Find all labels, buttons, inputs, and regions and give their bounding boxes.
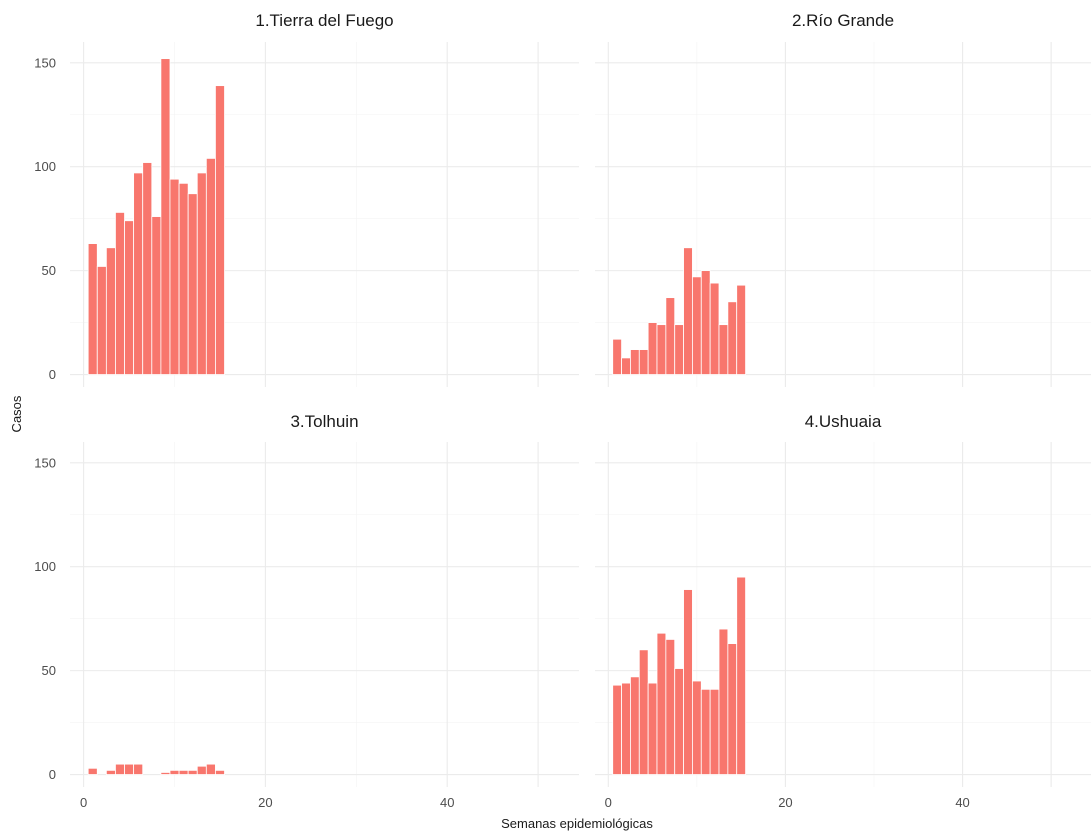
x-tick-label: 20 [258, 795, 272, 810]
bar [692, 680, 702, 775]
y-tick-label: 100 [34, 159, 56, 174]
bar [700, 688, 711, 775]
bar [178, 182, 189, 375]
bar [87, 767, 98, 775]
panel-1: 1.Tierra del Fuego 0 50 100 150 [34, 11, 579, 387]
bar [727, 301, 738, 375]
bar [215, 769, 225, 775]
bar [178, 769, 189, 775]
bar [151, 216, 162, 375]
bar [612, 338, 622, 375]
panel-4: 4.Ushuaia 0 20 40 [595, 412, 1091, 810]
facet-title: 3.Tolhuin [290, 412, 358, 431]
bar [205, 763, 216, 775]
bar [709, 282, 720, 375]
bar [736, 576, 746, 775]
bar [638, 349, 649, 375]
bar [160, 58, 171, 375]
bar [187, 769, 198, 775]
bar [665, 297, 676, 375]
bar [105, 247, 116, 375]
x-tick-label: 40 [440, 795, 454, 810]
bar [718, 324, 729, 375]
bar [630, 676, 640, 775]
bar [656, 632, 667, 775]
x-tick-label: 0 [80, 795, 87, 810]
bar [683, 247, 693, 375]
bar [133, 172, 144, 375]
bar [187, 193, 198, 375]
bar [638, 649, 649, 775]
bar [630, 349, 640, 375]
bar [142, 162, 153, 375]
bar [96, 266, 107, 375]
y-tick-label: 50 [42, 663, 56, 678]
bar [647, 682, 658, 775]
panel-3: 3.Tolhuin 0 50 100 150 0 20 40 [34, 412, 579, 810]
bar [683, 589, 693, 775]
y-tick-label: 150 [34, 55, 56, 70]
y-tick-label: 0 [49, 367, 56, 382]
y-tick-label: 0 [49, 767, 56, 782]
facet-title: 1.Tierra del Fuego [255, 11, 393, 30]
bar [205, 157, 216, 375]
bar [196, 765, 207, 775]
facet-title: 2.Río Grande [792, 11, 894, 30]
x-tick-label: 40 [955, 795, 969, 810]
bar [196, 172, 207, 375]
panel-2: 2.Río Grande [595, 11, 1091, 387]
y-axis-title: Casos [9, 395, 24, 432]
bar [169, 769, 180, 775]
bar [115, 763, 125, 775]
bar [700, 270, 711, 375]
bar [656, 324, 667, 375]
bar [215, 85, 225, 375]
bar [115, 212, 125, 375]
y-tick-label: 100 [34, 559, 56, 574]
bar [169, 178, 180, 375]
bar [647, 322, 658, 375]
bar [621, 357, 631, 375]
bar [727, 643, 738, 775]
bar [665, 639, 676, 775]
bar [692, 276, 702, 375]
y-tick-label: 50 [42, 263, 56, 278]
facet-title: 4.Ushuaia [805, 412, 882, 431]
bar [674, 324, 684, 375]
bar [621, 682, 631, 775]
x-tick-label: 20 [778, 795, 792, 810]
bar [736, 284, 746, 375]
bar [718, 628, 729, 775]
bar [87, 243, 98, 375]
bar [674, 668, 684, 775]
bar [160, 772, 171, 775]
x-tick-label: 0 [605, 795, 612, 810]
bar [612, 684, 622, 775]
bar [709, 688, 720, 775]
bar [124, 220, 135, 375]
bar [105, 769, 116, 775]
bar [133, 763, 144, 775]
y-tick-label: 150 [34, 455, 56, 470]
bar [124, 763, 135, 775]
x-axis-title: Semanas epidemiológicas [501, 816, 653, 831]
